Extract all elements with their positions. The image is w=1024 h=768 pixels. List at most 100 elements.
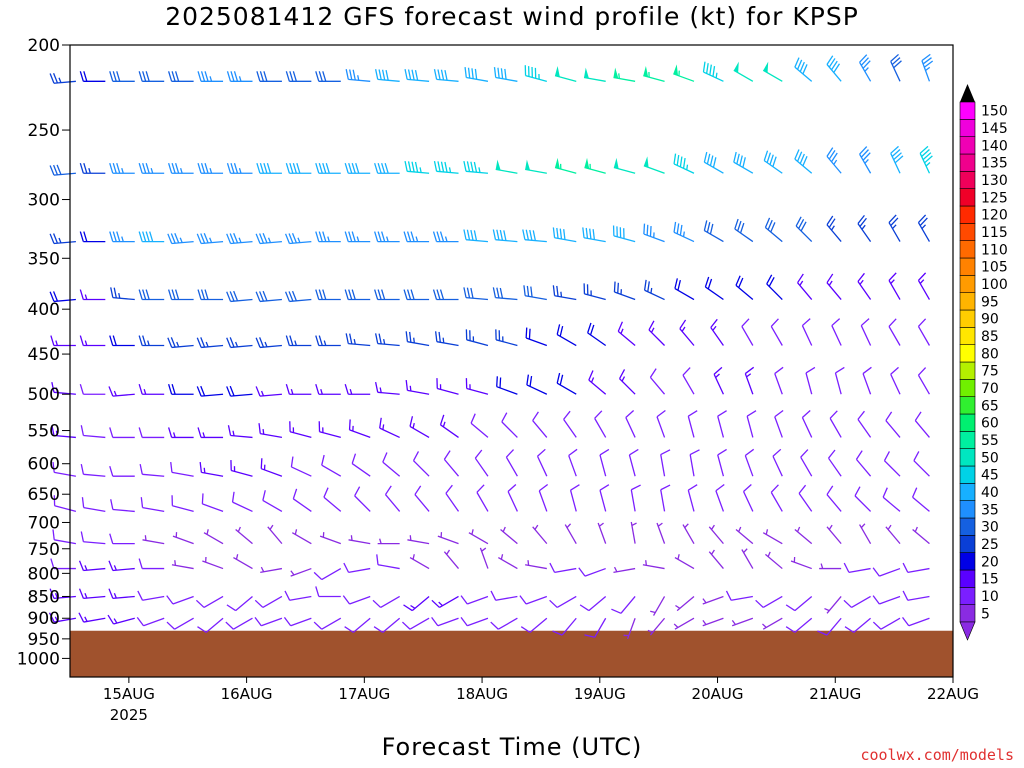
wind-barb xyxy=(617,321,636,347)
colorbar-swatch xyxy=(959,275,976,293)
colorbar-swatch xyxy=(959,569,976,588)
wind-barb xyxy=(138,427,165,439)
wind-barb xyxy=(321,454,342,477)
wind-barb xyxy=(854,486,872,512)
wind-barb xyxy=(917,318,931,346)
wind-barb xyxy=(50,335,76,347)
wind-barb xyxy=(374,69,400,82)
wind-barb xyxy=(433,69,459,82)
wind-barb xyxy=(532,524,548,545)
y-tick-label: 500 xyxy=(28,385,60,405)
wind-barb xyxy=(859,523,872,544)
wind-barb xyxy=(660,449,671,477)
plot-frame xyxy=(69,44,954,678)
wind-barb xyxy=(80,531,106,545)
wind-barb xyxy=(674,278,695,301)
wind-barb xyxy=(584,157,606,174)
wind-barb xyxy=(578,567,606,577)
wind-barb xyxy=(49,233,76,245)
wind-barb xyxy=(196,385,224,397)
wind-barb xyxy=(227,425,253,439)
wind-barb xyxy=(507,484,518,512)
wind-barb xyxy=(801,410,813,438)
wind-barb xyxy=(648,320,666,346)
wind-barb xyxy=(292,488,312,512)
wind-barb xyxy=(404,160,430,174)
colorbar-label: 45 xyxy=(981,468,999,484)
wind-barb xyxy=(583,283,606,301)
wind-barb xyxy=(48,612,76,623)
wind-barb xyxy=(431,595,459,609)
wind-barb xyxy=(138,71,165,82)
colorbar-swatch xyxy=(959,188,976,207)
wind-barb xyxy=(137,590,165,601)
colorbar-label: 80 xyxy=(981,346,999,362)
wind-barb xyxy=(318,421,341,439)
wind-barb xyxy=(52,461,76,477)
wind-barb xyxy=(885,411,901,438)
wind-barb xyxy=(315,384,341,395)
wind-barb xyxy=(109,335,135,347)
wind-barb xyxy=(78,612,106,623)
wind-barb xyxy=(202,556,224,570)
wind-barb xyxy=(563,410,577,438)
y-tick-label: 250 xyxy=(28,121,60,141)
wind-barb xyxy=(536,448,548,477)
colorbar-swatch xyxy=(959,240,976,259)
wind-barb xyxy=(824,596,842,614)
wind-barb xyxy=(763,150,783,174)
wind-barb xyxy=(731,617,754,627)
wind-barb xyxy=(914,411,930,438)
wind-barb xyxy=(857,214,872,242)
wind-barb xyxy=(902,590,930,601)
x-axis-label: Forecast Time (UTC) xyxy=(381,733,643,761)
colorbar-label: 105 xyxy=(981,260,1008,276)
wind-barb xyxy=(708,524,724,545)
wind-barb xyxy=(258,423,283,439)
wind-barb xyxy=(817,617,842,636)
wind-barb xyxy=(500,526,518,545)
wind-barb xyxy=(348,419,371,439)
wind-barb xyxy=(374,163,400,174)
wind-barb xyxy=(468,529,489,545)
wind-barb xyxy=(650,596,666,616)
wind-barb xyxy=(902,562,930,574)
wind-barb xyxy=(526,374,548,395)
wind-barb xyxy=(354,486,371,512)
wind-barb xyxy=(702,595,724,605)
colorbar-swatch xyxy=(959,465,976,484)
wind-barb xyxy=(52,529,76,545)
wind-barb xyxy=(344,384,371,395)
wind-barb xyxy=(412,451,430,477)
wind-barb xyxy=(872,617,901,630)
wind-barb xyxy=(203,529,224,545)
wind-barb xyxy=(912,487,930,512)
colorbar-max-triangle xyxy=(960,84,975,102)
wind-barb xyxy=(260,566,283,574)
wind-barb xyxy=(554,157,577,174)
wind-barb xyxy=(80,463,106,477)
wind-barb xyxy=(432,289,459,301)
colorbar-swatch xyxy=(959,344,976,363)
wind-barb xyxy=(888,214,901,242)
wind-barb xyxy=(826,147,842,174)
wind-barb xyxy=(794,526,813,545)
wind-barb xyxy=(470,413,489,438)
y-tick-label: 350 xyxy=(28,249,60,269)
wind-barb xyxy=(342,595,371,605)
wind-barb xyxy=(139,463,165,477)
wind-barb xyxy=(138,558,165,570)
wind-barb xyxy=(167,163,194,174)
wind-barb xyxy=(79,71,106,82)
wind-barb xyxy=(465,329,489,347)
wind-barb xyxy=(170,461,194,477)
wind-barb xyxy=(801,318,813,346)
wind-barb xyxy=(774,366,784,395)
x-tick-sublabel: 2025 xyxy=(110,706,148,724)
wind-barb xyxy=(136,617,165,627)
wind-barb xyxy=(490,590,518,601)
credit-text: coolwx.com/models xyxy=(860,746,1014,764)
wind-barb xyxy=(235,526,253,545)
wind-barb xyxy=(921,53,934,82)
